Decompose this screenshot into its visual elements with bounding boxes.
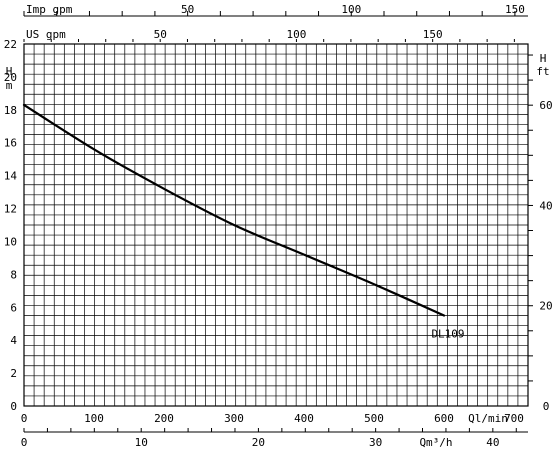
data-series: DL109 xyxy=(22,103,465,341)
right-axis-label-h: H xyxy=(540,52,547,65)
us-gpm-tick-label: 50 xyxy=(154,28,167,41)
meters-tick-label: 0 xyxy=(10,400,17,413)
m3h-tick-label: 40 xyxy=(486,436,499,449)
m3h-tick-label: 30 xyxy=(369,436,382,449)
m3h-tick-label: 10 xyxy=(135,436,148,449)
meters-tick-label: 10 xyxy=(4,235,17,248)
imp-gpm-tick-label: 100 xyxy=(341,3,361,16)
lpm-tick-label: 600 xyxy=(434,412,454,425)
feet-tick-label: 60 xyxy=(539,99,552,112)
imp-gpm-axis-label: Imp gpm xyxy=(26,3,73,16)
lpm-axis-label: Ql/min xyxy=(468,412,508,425)
series-label-dl109: DL109 xyxy=(431,328,464,341)
lpm-tick-label: 400 xyxy=(294,412,314,425)
lpm-tick-label: 0 xyxy=(21,412,28,425)
lpm-tick-label: 100 xyxy=(84,412,104,425)
left-axis-label-unit: m xyxy=(6,79,13,92)
imp-gpm-tick-label: 50 xyxy=(181,3,194,16)
plot-frame xyxy=(23,43,529,407)
pump-curve-dl109 xyxy=(22,103,446,317)
meters-tick-label: 14 xyxy=(4,170,18,183)
m3h-tick-label: 0 xyxy=(21,436,28,449)
m3h-tick-label: 20 xyxy=(252,436,265,449)
left-axis-label-h: H xyxy=(6,65,13,78)
meters-tick-label: 16 xyxy=(4,137,17,150)
feet-tick-label: 20 xyxy=(539,300,552,313)
meters-tick-label: 8 xyxy=(10,268,17,281)
axes xyxy=(23,11,533,433)
feet-tick-label: 0 xyxy=(543,400,550,413)
us-gpm-tick-label: 100 xyxy=(286,28,306,41)
grid-lines xyxy=(24,44,528,406)
feet-tick-label: 40 xyxy=(539,199,552,212)
imp-gpm-tick-label: 150 xyxy=(505,3,525,16)
lpm-tick-label: 300 xyxy=(224,412,244,425)
lpm-tick-label: 700 xyxy=(504,412,524,425)
us-gpm-axis-label: US gpm xyxy=(26,28,66,41)
right-axis-label-unit: ft xyxy=(536,65,549,78)
m3h-axis-label: Qm³/h xyxy=(419,436,452,449)
meters-tick-label: 2 xyxy=(10,367,17,380)
us-gpm-tick-label: 150 xyxy=(423,28,443,41)
lpm-tick-label: 200 xyxy=(154,412,174,425)
meters-tick-label: 18 xyxy=(4,104,17,117)
meters-tick-label: 4 xyxy=(10,334,17,347)
meters-tick-label: 12 xyxy=(4,203,17,216)
meters-tick-label: 20 xyxy=(4,71,17,84)
lpm-tick-label: 500 xyxy=(364,412,384,425)
meters-tick-label: 6 xyxy=(10,301,17,314)
meters-tick-label: 22 xyxy=(4,38,17,51)
